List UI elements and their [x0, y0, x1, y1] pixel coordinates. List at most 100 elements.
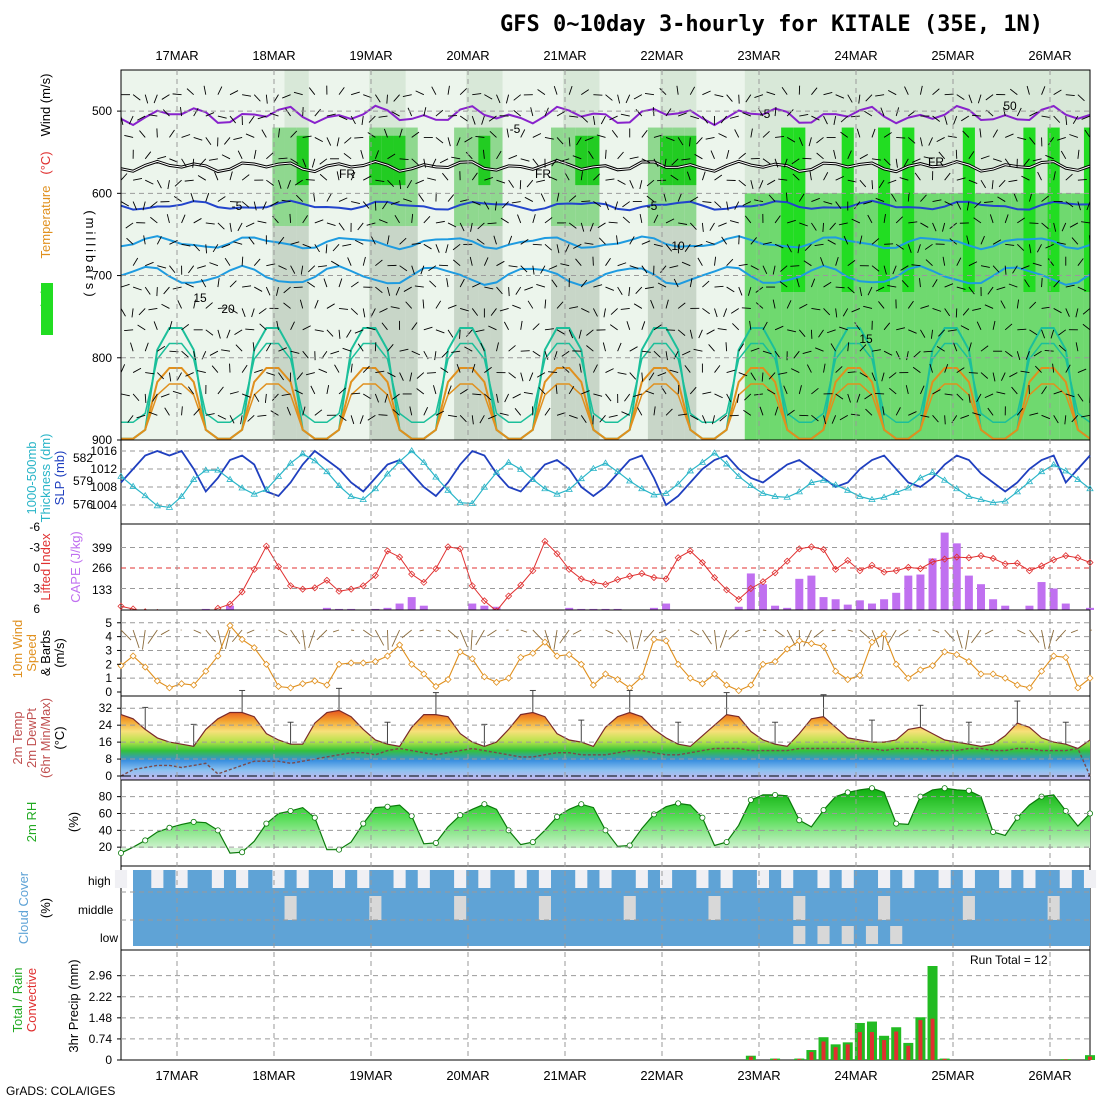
- rh-column: [599, 70, 613, 440]
- wind-speed-point: [1037, 667, 1046, 675]
- upper-wind-barb: [1028, 244, 1032, 254]
- upper-wind-barb: [137, 115, 146, 121]
- upper-wind-barb: [974, 201, 982, 209]
- high-cloud-gap: [151, 870, 164, 888]
- rh-moist-band: [563, 127, 576, 227]
- upper-wind-barb: [403, 286, 412, 292]
- upper-wind-barb: [723, 308, 728, 318]
- upper-wind-barb: [447, 222, 457, 228]
- upper-wind-barb: [1011, 386, 1018, 395]
- date-gridlines: [176, 70, 1051, 1060]
- surface-wind-barb: [1048, 629, 1055, 649]
- upper-wind-barb: [609, 115, 618, 121]
- upper-wind-barb: [796, 278, 800, 288]
- upper-wind-barb: [300, 265, 304, 275]
- upper-wind-barb: [690, 196, 699, 202]
- upper-wind-barb: [278, 347, 287, 352]
- upper-wind-barb: [968, 286, 975, 295]
- upper-wind-barb: [459, 88, 467, 95]
- pressure-tick-label: 800: [92, 351, 112, 365]
- upper-wind-barb: [392, 409, 400, 416]
- upper-wind-barb: [690, 414, 699, 421]
- upper-wind-barb: [162, 109, 170, 117]
- high-cloud-gap: [236, 870, 249, 888]
- upper-wind-barb: [677, 137, 684, 146]
- upper-wind-barb: [121, 308, 126, 317]
- upper-wind-barb: [820, 257, 824, 266]
- upper-wind-barb: [435, 329, 445, 334]
- upper-wind-barb: [245, 222, 255, 228]
- upper-wind-barb: [181, 324, 190, 331]
- rh-saturated-band: [781, 127, 794, 292]
- upper-wind-barb: [508, 287, 510, 297]
- wind-speed-point: [868, 638, 876, 646]
- upper-wind-barb: [1081, 414, 1090, 418]
- upper-wind-barb: [310, 385, 316, 395]
- upper-wind-barb: [863, 305, 873, 309]
- rh-moist-band: [805, 193, 819, 440]
- surface-wind-barb: [401, 629, 412, 639]
- upper-wind-barb: [378, 414, 388, 416]
- upper-wind-barb: [944, 363, 949, 373]
- lifted-index-point: [250, 565, 258, 573]
- surface-wind-barb: [786, 629, 796, 646]
- wind-side-label: & Barbs: [38, 629, 53, 676]
- upper-wind-barb: [944, 283, 954, 288]
- upper-wind-barb: [992, 239, 1002, 245]
- cloud-level-label: high: [88, 874, 111, 888]
- upper-wind-barb: [726, 258, 734, 267]
- thickness-point: [129, 482, 137, 489]
- thickness-point: [868, 495, 876, 502]
- upper-wind-barb: [976, 393, 982, 403]
- upper-wind-barb: [270, 201, 279, 207]
- upper-wind-barb: [932, 222, 937, 232]
- upper-wind-barb: [326, 113, 336, 117]
- upper-wind-barb: [641, 240, 651, 245]
- upper-wind-barb: [1045, 154, 1054, 160]
- upper-wind-barb: [768, 194, 776, 202]
- upper-wind-barb: [121, 283, 130, 288]
- upper-wind-barb: [609, 324, 618, 331]
- upper-wind-barb: [343, 153, 352, 160]
- upper-wind-barb: [718, 222, 727, 227]
- upper-wind-barb: [714, 94, 724, 98]
- upper-wind-barb: [854, 201, 861, 210]
- upper-wind-barb: [605, 94, 613, 101]
- upper-wind-barb: [858, 94, 861, 104]
- upper-wind-barb: [431, 86, 437, 95]
- middle-cloud-gap: [284, 896, 297, 920]
- upper-wind-barb: [394, 214, 400, 224]
- thickness-point: [395, 457, 404, 465]
- lifted-index-line: [120, 540, 1091, 616]
- upper-wind-barb: [381, 322, 388, 331]
- lifted-index-point: [1025, 567, 1034, 575]
- upper-wind-barb: [1082, 323, 1090, 331]
- wind-speed-point: [856, 671, 864, 679]
- upper-wind-barb: [673, 278, 679, 288]
- upper-wind-barb: [375, 370, 385, 374]
- rh-moist-band: [550, 127, 564, 227]
- upper-wind-barb: [639, 214, 643, 224]
- precip-convective-bar: [1063, 1059, 1068, 1060]
- upper-wind-barb: [797, 244, 800, 254]
- surface-wind-barb: [965, 629, 970, 650]
- upper-wind-barb: [725, 342, 728, 352]
- upper-wind-barb: [290, 321, 295, 331]
- upper-wind-barb: [536, 372, 546, 378]
- thickness-point: [262, 485, 271, 492]
- thickness-point: [1013, 488, 1022, 495]
- upper-wind-barb: [767, 179, 776, 186]
- upper-wind-barb: [224, 257, 231, 266]
- upper-wind-barb: [1025, 351, 1030, 360]
- upper-wind-barb: [293, 91, 303, 96]
- temperature-area: [121, 710, 1090, 780]
- bottom-date-label: 20MAR: [446, 1068, 489, 1083]
- surface-wind-barb: [132, 629, 140, 649]
- surface-wind-barb: [984, 629, 994, 635]
- wind-speed-point: [771, 657, 779, 666]
- upper-wind-barb: [290, 158, 299, 164]
- upper-wind-barb: [299, 299, 304, 309]
- upper-wind-barb: [472, 393, 482, 396]
- upper-wind-barb: [148, 307, 158, 311]
- upper-wind-barb: [496, 260, 505, 267]
